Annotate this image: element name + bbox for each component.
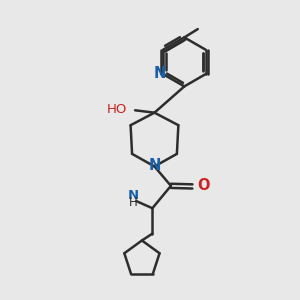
Text: O: O <box>197 178 210 193</box>
Text: HO: HO <box>106 103 127 116</box>
Text: H: H <box>129 196 138 209</box>
Text: N: N <box>153 66 166 81</box>
Text: N: N <box>149 158 161 173</box>
Text: N: N <box>128 189 139 202</box>
